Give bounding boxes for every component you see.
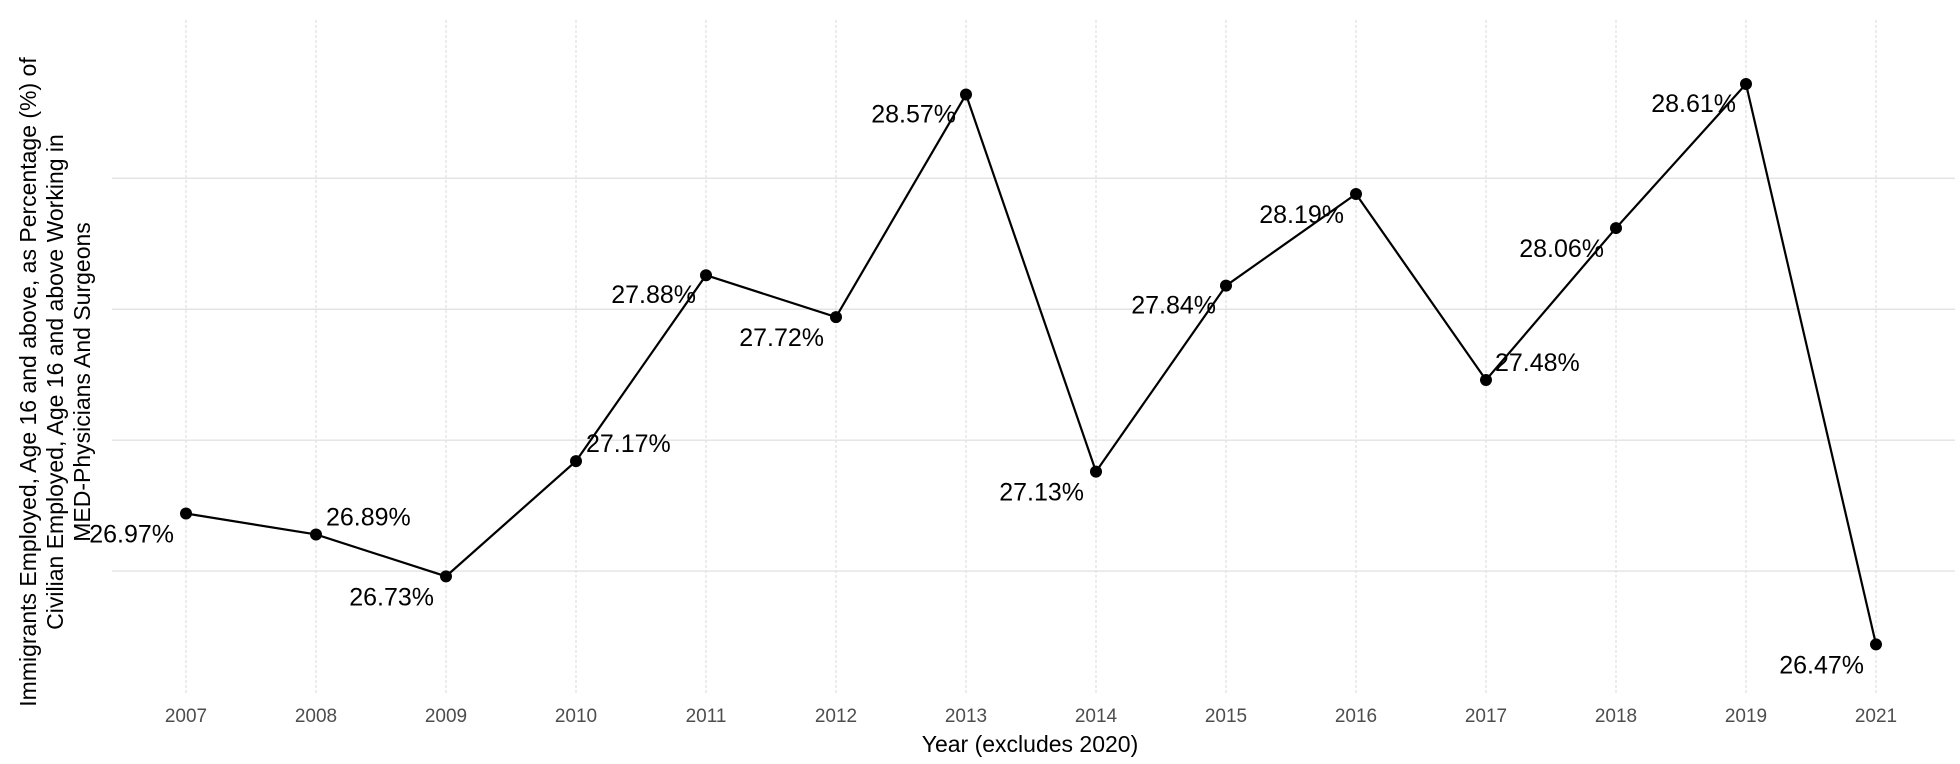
x-tick-label-2008: 2008 [295,706,337,727]
x-axis-ticks: 2007 2008 2009 2010 2011 2012 2013 2014 2015 2016… [165,706,1897,727]
x-tick-label-2009: 2009 [425,706,467,727]
data-point-2010 [570,455,582,468]
y-axis-title-group: Immigrants Employed, Age 16 and above, a… [15,57,95,707]
data-label-2015: 27.84% [1131,292,1216,320]
data-label-2012: 27.72% [739,324,824,352]
data-point-2016 [1350,188,1362,201]
data-point-2008 [310,528,322,541]
data-point-2019 [1740,78,1752,91]
data-label-2014: 27.13% [999,479,1084,507]
data-label-2021: 26.47% [1779,651,1864,679]
data-point-2021 [1870,638,1882,651]
x-tick-label-2012: 2012 [815,706,857,727]
data-label-2013: 28.57% [871,101,956,129]
data-label-2007: 26.97% [89,521,174,549]
data-point-2013 [960,88,972,101]
x-tick-label-2013: 2013 [945,706,987,727]
data-label-2019: 28.61% [1651,90,1736,118]
series-line [185,81,1878,645]
data-point-2007 [180,507,192,520]
x-tick-label-2018: 2018 [1595,706,1637,727]
grid [112,20,1955,695]
data-label-2017: 27.48% [1495,349,1580,377]
data-label-2008: 26.89% [326,503,411,531]
x-tick-label-2011: 2011 [686,706,727,727]
data-label-2010: 27.17% [586,430,671,458]
x-tick-label-2021: 2021 [1855,706,1897,727]
x-tick-label-2007: 2007 [165,706,207,727]
x-tick-label-2017: 2017 [1465,706,1507,727]
series-layer [180,78,1882,651]
x-tick-label-2019: 2019 [1725,706,1767,727]
x-axis-title: Year (excludes 2020) [922,731,1139,757]
data-labels: 26.97% 26.89% 26.73% 27.17% 27.88% 27.72% 28.5… [89,90,1864,679]
data-label-2018: 28.06% [1519,235,1604,263]
data-point-2014 [1090,465,1102,478]
x-tick-label-2016: 2016 [1335,706,1377,727]
data-point-2015 [1220,279,1232,292]
x-tick-label-2014: 2014 [1075,706,1118,727]
data-point-2017 [1480,373,1492,386]
data-point-2011 [700,269,712,282]
x-tick-label-2010: 2010 [555,706,597,727]
x-tick-label-2015: 2015 [1205,706,1247,727]
y-axis-title-line-1: Immigrants Employed, Age 16 and above, a… [15,57,41,707]
y-axis-title-line-2: Civilian Employed, Age 16 and above Work… [42,134,68,630]
data-point-2009 [440,570,452,583]
y-axis-title-line-3: MED-Physicians And Surgeons [69,222,95,542]
data-point-2018 [1610,222,1622,235]
data-label-2011: 27.88% [611,281,696,309]
data-label-2009: 26.73% [349,583,434,611]
data-point-2012 [830,311,842,324]
data-label-2016: 28.19% [1259,201,1344,229]
